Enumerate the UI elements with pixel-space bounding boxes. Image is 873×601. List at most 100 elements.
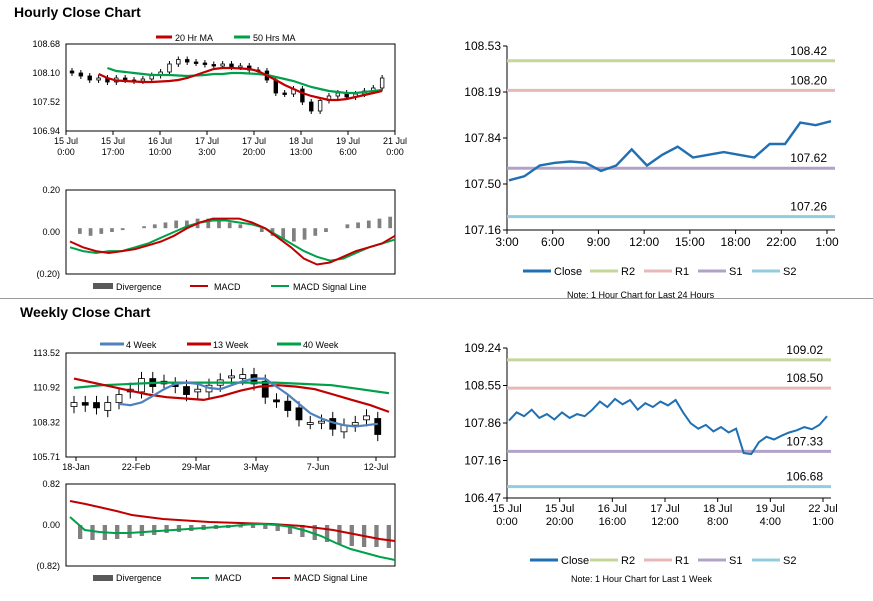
hourly-price-x-tick-time: 13:00 — [290, 147, 313, 157]
weekly-price-x-tick: 29-Mar — [182, 462, 211, 472]
weekly-candle-body — [239, 374, 247, 379]
hourly-macd-divergence-bar — [163, 222, 168, 229]
hourly-price-x-tick-time: 17:00 — [102, 147, 125, 157]
weekly-price-x-tick: 22-Feb — [122, 462, 151, 472]
weekly-candle-body — [194, 388, 202, 393]
weekly-macd-divergence-bar — [287, 525, 293, 534]
legend-label-r2: R2 — [621, 266, 635, 278]
weekly-section-title: Weekly Close Chart — [20, 304, 151, 320]
weekly-levels-x-tick-date: 16 Jul — [598, 503, 627, 515]
legend-label-40week: 40 Week — [303, 340, 339, 350]
weekly-macd-divergence-bar — [349, 525, 354, 546]
weekly-candle-body — [183, 386, 190, 395]
hourly-macd-macd-line — [69, 217, 396, 266]
hourly-price-plot-frame — [65, 43, 396, 132]
hourly-macd-divergence-bar — [206, 218, 211, 229]
section-divider — [0, 298, 873, 299]
hourly-candle-body — [96, 77, 101, 81]
legend-label-ma50: 50 Hrs MA — [253, 33, 296, 43]
weekly-ma13-line — [73, 377, 390, 413]
legend-label-signal: MACD Signal Line — [294, 573, 368, 583]
hourly-macd-divergence-bar — [152, 224, 157, 229]
weekly-candle-body — [351, 422, 359, 426]
hourly-macd-divergence-bar — [238, 224, 243, 229]
legend-label-s2: S2 — [783, 266, 796, 278]
hourly-levels-y-tick: 108.53 — [464, 39, 501, 53]
hourly-candle-body — [238, 65, 243, 68]
weekly-candle-body — [318, 420, 325, 424]
legend-label-r1: R1 — [675, 555, 689, 567]
weekly-levels-y-tick: 107.16 — [464, 454, 501, 468]
hourly-candle-body — [211, 64, 216, 67]
legend-label-macd: MACD — [215, 573, 242, 583]
weekly-candle-body — [374, 418, 382, 435]
hourly-candle-body — [87, 75, 92, 81]
weekly-levels-level-label-r1: 108.50 — [786, 371, 823, 385]
weekly-levels-x-tick-time: 20:00 — [546, 516, 574, 528]
weekly-macd-divergence-bar — [312, 525, 317, 540]
weekly-macd-divergence-bar — [78, 525, 83, 539]
hourly-price-x-tick-date: 18 Jul — [289, 136, 313, 146]
legend-label-s1: S1 — [729, 266, 742, 278]
hourly-macd-y-tick: 0.20 — [42, 185, 60, 195]
hourly-price-x-tick-date: 15 Jul — [54, 136, 78, 146]
hourly-macd-divergence-bar — [99, 228, 104, 234]
hourly-candle-body — [282, 92, 287, 95]
legend-swatch-divergence — [93, 575, 113, 581]
weekly-candle-body — [261, 380, 269, 398]
hourly-levels-x-tick: 18:00 — [721, 235, 751, 249]
weekly-candle-body — [93, 402, 100, 409]
weekly-macd-divergence-bar — [127, 525, 132, 538]
weekly-macd-y-tick: 0.82 — [42, 479, 60, 489]
weekly-candle-body — [70, 402, 78, 407]
hourly-levels-x-tick: 3:00 — [495, 235, 519, 249]
hourly-macd-y-tick: (0.20) — [36, 269, 60, 279]
hourly-levels-chart: Close R2 R1 S1 S2 Note: 1 Hour Chart for… — [464, 39, 839, 300]
weekly-macd-chart: Divergence MACD MACD Signal Line 0.82 0.0… — [36, 479, 396, 583]
weekly-macd-plot-frame — [65, 483, 396, 567]
hourly-ma50-line — [107, 66, 383, 95]
legend-label-macd: MACD — [214, 282, 241, 292]
weekly-macd-divergence-bar — [386, 525, 391, 548]
hourly-levels-x-tick: 9:00 — [587, 235, 611, 249]
hourly-macd-divergence-bar — [366, 220, 371, 229]
weekly-ma40-line — [73, 381, 390, 395]
hourly-price-x-tick-time: 10:00 — [149, 147, 172, 157]
weekly-macd-divergence-bar — [324, 525, 330, 542]
legend-label-close: Close — [554, 266, 582, 278]
hourly-candle-body — [122, 77, 128, 81]
hourly-levels-y-tick: 108.19 — [464, 85, 501, 99]
weekly-candle-body — [284, 400, 292, 411]
hourly-macd-legend: Divergence MACD MACD Signal Line — [93, 282, 367, 292]
hourly-levels-x-tick: 12:00 — [629, 235, 659, 249]
hourly-macd-divergence-bar — [120, 228, 125, 231]
weekly-levels-chart: Close R2 R1 S1 S2 Note: 1 Hour Chart for… — [464, 341, 837, 584]
weekly-levels-level-label-s1: 107.33 — [786, 434, 823, 448]
hourly-macd-divergence-bar — [259, 228, 264, 232]
hourly-price-x-tick-date: 16 Jul — [148, 136, 172, 146]
weekly-levels-x-tick-date: 17 Jul — [650, 503, 679, 515]
hourly-candle-body — [140, 78, 146, 82]
weekly-macd-divergence-bar — [337, 525, 342, 544]
weekly-candle-body — [81, 402, 89, 406]
hourly-levels-y-tick: 107.16 — [464, 223, 501, 237]
weekly-macd-divergence-bar — [300, 525, 305, 537]
hourly-macd-divergence-bar — [388, 216, 393, 229]
hourly-macd-divergence-bar — [88, 228, 93, 236]
weekly-candle-body — [306, 422, 314, 425]
weekly-levels-x-tick-time: 16:00 — [599, 516, 627, 528]
weekly-candle-body — [115, 394, 123, 403]
legend-label-s2: S2 — [783, 555, 796, 567]
legend-label-r2: R2 — [621, 555, 635, 567]
hourly-price-x-tick-date: 21 Jul — [383, 136, 407, 146]
weekly-price-y-tick: 105.71 — [32, 452, 60, 462]
weekly-levels-x-tick-time: 0:00 — [496, 516, 517, 528]
hourly-candle-body — [167, 63, 172, 73]
weekly-levels-x-tick-time: 1:00 — [812, 516, 833, 528]
weekly-price-legend: 4 Week 13 Week 40 Week — [100, 340, 339, 350]
hourly-levels-x-tick: 6:00 — [541, 235, 565, 249]
weekly-levels-x-tick-time: 4:00 — [760, 516, 781, 528]
hourly-levels-x-tick: 1:00 — [815, 235, 839, 249]
hourly-macd-divergence-bar — [78, 228, 82, 234]
legend-label-close: Close — [561, 555, 589, 567]
